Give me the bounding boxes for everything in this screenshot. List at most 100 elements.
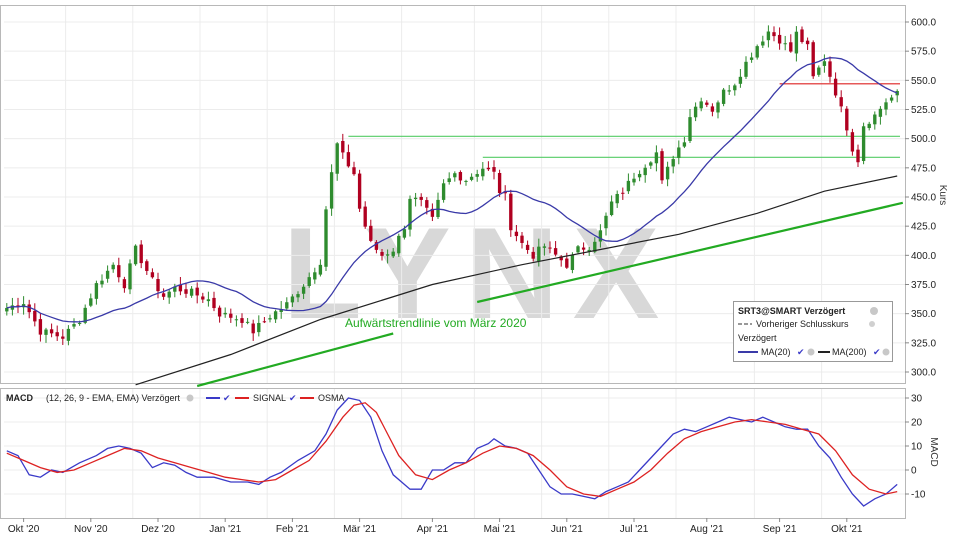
candle-body (587, 249, 591, 252)
candle (318, 259, 323, 277)
candle-body (201, 296, 205, 300)
candle (245, 317, 250, 325)
candle (811, 40, 815, 79)
macd-legend-osma: OSMA (318, 393, 345, 403)
legend-ma20: MA(20) (761, 347, 791, 357)
macd-legend-gear-icon[interactable] (186, 394, 194, 402)
macd-panel (0, 388, 906, 519)
candle (604, 212, 608, 236)
candle-body (397, 235, 401, 254)
candle-body (49, 329, 54, 334)
candle-body (27, 304, 31, 313)
macd-axis-label: MACD (928, 437, 939, 466)
candle (548, 241, 552, 254)
candle (789, 34, 793, 53)
candle (150, 268, 155, 279)
price-tick-label: 475.0 (911, 163, 936, 174)
candle (761, 35, 765, 49)
candle (257, 315, 261, 337)
candle-body (705, 102, 709, 105)
candle-body (721, 89, 726, 104)
price-tick-label: 575.0 (911, 47, 936, 58)
candle (380, 249, 384, 261)
candle-body (301, 286, 306, 294)
candle (100, 274, 104, 288)
candle-body (77, 322, 82, 324)
candle (671, 155, 675, 174)
macd-legend-signal-check-icon[interactable]: ✔ (289, 393, 297, 403)
candle-body (464, 180, 468, 182)
candle (167, 288, 171, 304)
candle-body (783, 43, 787, 45)
candle-body (374, 242, 379, 250)
price-tick-label: 525.0 (911, 105, 936, 116)
candle (794, 26, 799, 62)
candle (296, 291, 300, 303)
price-axis-label: Kurs (937, 185, 948, 206)
candle-body (761, 41, 765, 46)
candle-body (581, 247, 586, 250)
price-tick-label: 600.0 (911, 18, 936, 29)
candle (632, 172, 636, 186)
candle (413, 192, 418, 207)
candlesticks (5, 25, 899, 346)
candle (710, 103, 715, 117)
candle (374, 240, 379, 254)
candle-body (313, 272, 317, 280)
candle (262, 317, 267, 324)
candle-body (598, 230, 603, 242)
candle-body (425, 200, 429, 208)
month-label: Okt '21 (831, 524, 863, 535)
candle-body (296, 294, 300, 298)
candle-body (878, 108, 883, 117)
candle-body (693, 106, 698, 118)
price-tick-label: 375.0 (911, 280, 936, 291)
candle-body (173, 286, 177, 292)
candle (369, 219, 373, 243)
candle-body (290, 296, 295, 303)
macd-legend[interactable]: MACD (12, 26, 9 - EMA, EMA) Verzögert ✔ … (6, 393, 345, 403)
candle-body (570, 254, 575, 270)
legend-title-gear-icon[interactable] (870, 307, 878, 315)
candle-body (268, 318, 272, 320)
candle-body (441, 183, 446, 200)
candle-body (38, 319, 43, 335)
candle-body (565, 258, 569, 268)
candle-body (380, 251, 384, 256)
month-label: Sep '21 (763, 524, 797, 535)
candle-body (828, 61, 832, 77)
candle (212, 291, 216, 312)
candle-body (626, 180, 631, 192)
candle-body (772, 32, 776, 37)
legend-ma20-gear-icon[interactable] (807, 348, 815, 356)
candle (268, 314, 272, 323)
candle (738, 68, 743, 88)
month-label: Okt '20 (8, 524, 40, 535)
legend-ma200-gear-icon[interactable] (882, 348, 890, 356)
candle (822, 54, 827, 73)
candle (525, 240, 530, 254)
candle-body (492, 167, 496, 172)
candle (240, 313, 244, 328)
month-label: Aug '21 (690, 524, 724, 535)
month-label: Mär '21 (343, 524, 376, 535)
candle-body (212, 297, 216, 309)
candle-body (100, 280, 104, 285)
candle-body (514, 231, 519, 237)
candle (122, 276, 127, 293)
candle-body (660, 151, 664, 181)
macd-lines (6, 397, 898, 507)
candle (111, 262, 115, 273)
candle (509, 189, 513, 237)
legend-prev-close-dot-icon[interactable] (869, 321, 875, 327)
macd-series-signal (6, 402, 898, 498)
legend-ma200-check-icon[interactable]: ✔ (873, 347, 881, 357)
candle (184, 282, 188, 298)
legend-ma20-check-icon[interactable]: ✔ (797, 347, 805, 357)
macd-legend-macd-check-icon[interactable]: ✔ (223, 393, 231, 403)
legend-box[interactable]: SRT3@SMART Verzögert Vorheriger Schlussk… (733, 301, 893, 362)
candle (873, 111, 877, 130)
candle (313, 267, 317, 284)
candle-body (481, 168, 485, 177)
candle (285, 297, 289, 311)
